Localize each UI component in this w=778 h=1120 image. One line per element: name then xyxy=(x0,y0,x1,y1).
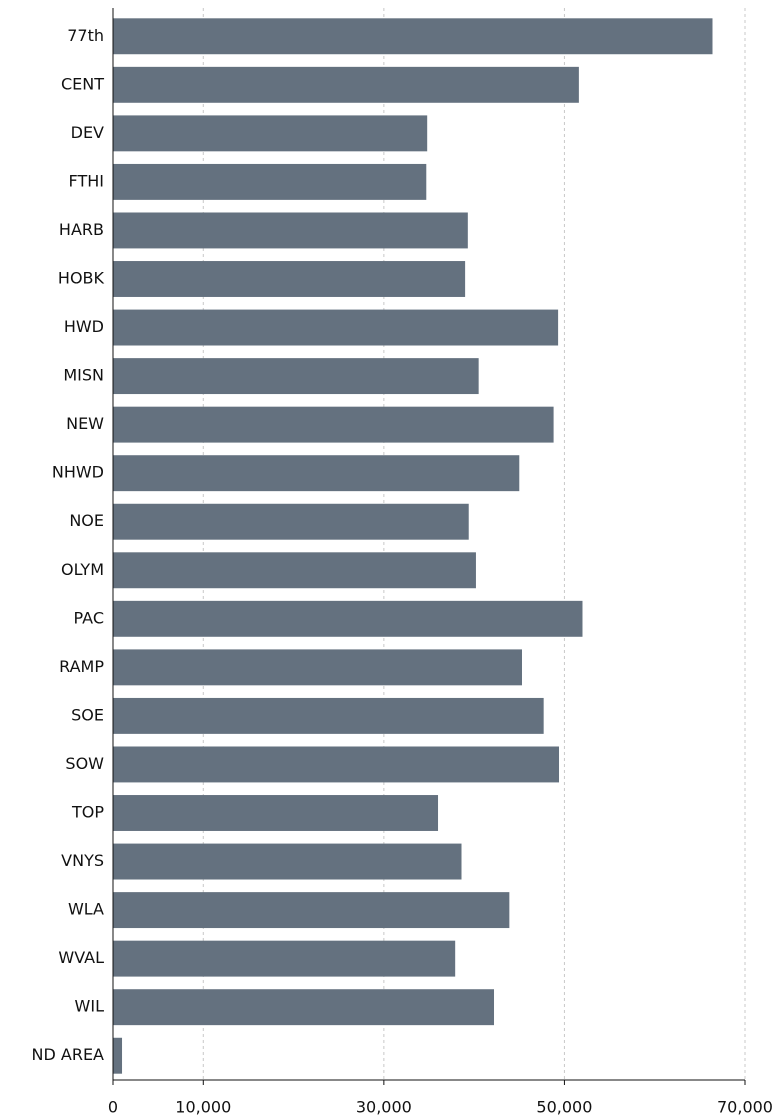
bar xyxy=(113,843,462,880)
y-tick-label: HOBK xyxy=(58,269,105,288)
bar xyxy=(113,212,468,249)
y-tick-label: 77th xyxy=(67,26,104,45)
y-tick-label: TOP xyxy=(71,803,104,822)
bar xyxy=(113,261,466,297)
y-tick-label: SOW xyxy=(65,754,104,773)
bar xyxy=(113,66,579,103)
y-tick-label: RAMP xyxy=(59,657,104,676)
y-tick-label: CENT xyxy=(61,74,104,93)
y-tick-label: MISN xyxy=(63,366,104,385)
bar xyxy=(113,552,476,589)
y-tick-label: NHWD xyxy=(52,463,104,482)
y-tick-label: VNYS xyxy=(61,851,104,870)
bar xyxy=(113,649,522,686)
bar xyxy=(113,746,560,783)
y-tick-label: OLYM xyxy=(61,560,104,579)
y-tick-label: NOE xyxy=(69,511,104,530)
bar xyxy=(113,455,520,492)
y-tick-label: HWD xyxy=(64,317,104,336)
bar xyxy=(113,795,439,831)
y-tick-label: FTHI xyxy=(69,171,104,190)
y-tick-label: SOE xyxy=(71,705,104,724)
bar xyxy=(113,503,469,540)
bar xyxy=(113,892,510,929)
y-tick-label: NEW xyxy=(66,414,104,433)
y-tick-label: PAC xyxy=(74,608,104,627)
y-tick-label: WIL xyxy=(75,997,105,1016)
y-tick-label: WVAL xyxy=(58,948,104,967)
bar xyxy=(113,697,544,734)
bar xyxy=(113,115,428,152)
x-tick-label: 30,000 xyxy=(356,1098,412,1117)
x-tick-label: 10,000 xyxy=(175,1098,231,1117)
bar xyxy=(113,989,495,1026)
bar xyxy=(113,18,713,55)
x-tick-label: 50,000 xyxy=(536,1098,592,1117)
y-tick-label: WLA xyxy=(68,900,104,919)
x-tick-label: 0 xyxy=(108,1098,118,1117)
y-tick-label: ND AREA xyxy=(32,1045,105,1064)
bar xyxy=(113,358,479,395)
bar xyxy=(113,1037,123,1074)
bar xyxy=(113,940,456,977)
bar xyxy=(113,309,559,346)
bar xyxy=(113,406,554,443)
x-tick-label: 70,000 xyxy=(717,1098,773,1117)
bar xyxy=(113,600,583,637)
bar xyxy=(113,163,427,200)
y-tick-label: HARB xyxy=(59,220,104,239)
y-tick-label: DEV xyxy=(71,123,104,142)
